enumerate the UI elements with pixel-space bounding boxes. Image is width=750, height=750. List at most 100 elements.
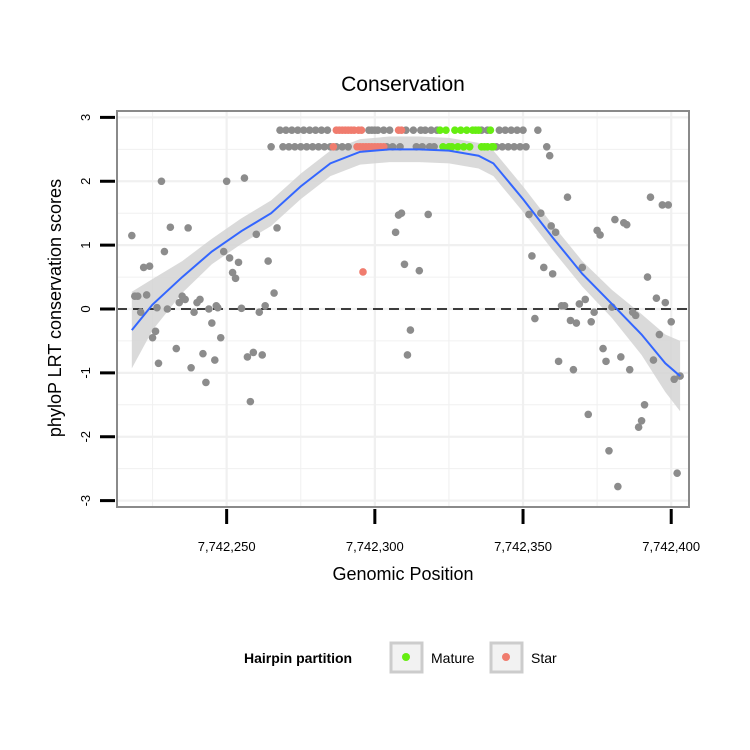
data-point-other [261,302,269,310]
data-point-other [409,126,418,134]
legend: Hairpin partition Mature Star [244,641,557,674]
smooth-line-layer [131,148,681,377]
data-point-other [246,397,255,406]
data-point-other [646,193,655,202]
data-point-other [537,209,545,217]
y-tick-label: -3 [78,495,93,507]
data-point-other [584,410,593,419]
data-point-other [551,228,560,237]
y-tick-label: -1 [78,367,93,379]
y-tick-label: 0 [78,305,93,312]
data-point-other [622,220,631,229]
data-point-other [145,262,154,271]
data-point-star [329,142,338,151]
legend-entry-mature: Mature [389,641,475,674]
data-point-other [374,126,382,134]
data-point-other [181,295,189,304]
data-point-other [605,446,613,455]
data-point-other [228,268,237,277]
data-point-other [175,298,184,307]
data-point-other [160,247,169,256]
data-point-star [359,268,367,276]
data-point-other [208,319,216,327]
data-points-layer [128,126,684,491]
data-point-other [658,201,667,209]
data-point-other [154,359,163,368]
data-point-other [501,126,510,134]
data-point-other [498,142,507,151]
data-point-other [163,305,172,313]
data-point-other [243,353,252,361]
data-point-other [391,228,400,237]
data-point-other [547,222,555,230]
data-point-other [510,142,518,151]
data-point-other [522,142,530,151]
data-point-other [415,266,424,275]
data-point-other [673,469,681,477]
data-point-star [397,126,406,134]
data-point-other [344,142,352,151]
data-point-other [172,344,181,353]
legend-swatch-mature [402,653,410,661]
data-point-other [270,289,278,297]
data-point-other [655,330,664,339]
data-point-other [258,351,267,359]
data-point-mature [448,142,456,151]
data-point-other [308,142,317,151]
data-point-other [637,416,646,425]
data-point-other [643,273,652,281]
data-point-other [285,142,293,151]
y-tick-label: 3 [78,114,93,121]
data-point-other [190,308,198,316]
data-point-other [314,142,323,151]
data-point-other [519,126,527,134]
data-point-other [534,126,542,134]
x-tick-label: 7,742,400 [642,539,700,554]
data-point-other [397,209,406,217]
data-point-other [563,193,572,202]
data-point-other [566,316,575,325]
data-point-other [225,254,234,262]
data-point-other [211,356,219,364]
data-point-other [288,126,296,134]
data-point-other [587,317,595,326]
data-point-mature [462,126,471,134]
data-point-other [276,126,284,134]
data-point-other [504,142,513,151]
data-point-other [548,270,557,278]
data-point-other [252,230,261,239]
data-point-star [357,126,366,134]
data-point-other [625,365,634,374]
y-tick-label: 2 [78,178,93,185]
data-point-other [323,126,332,134]
data-point-mature [474,126,483,134]
data-point-other [166,223,175,232]
legend-label-mature: Mature [431,650,475,666]
data-point-other [614,482,622,491]
data-point-other [136,308,145,316]
data-point-other [133,292,142,301]
data-point-other [611,215,619,224]
data-point-other [293,126,302,134]
data-point-mature [456,126,465,134]
data-point-other [231,274,240,283]
data-point-other [202,378,210,387]
data-point-other [205,305,213,313]
legend-label-star: Star [531,650,557,666]
data-point-other [282,126,290,134]
data-point-other [406,326,415,334]
data-point-other [157,177,166,186]
x-tick-label: 7,742,300 [346,539,404,554]
legend-title: Hairpin partition [244,650,352,666]
data-point-other [634,423,643,431]
data-point-other [267,142,275,151]
data-point-other [427,126,435,134]
data-point-other [575,300,584,308]
data-point-other [379,126,388,134]
data-point-mature [486,126,495,134]
data-point-other [424,210,432,219]
data-point-other [148,333,157,342]
y-tick-label: -2 [78,431,93,443]
data-point-other [403,351,412,359]
data-point-other [213,303,222,312]
